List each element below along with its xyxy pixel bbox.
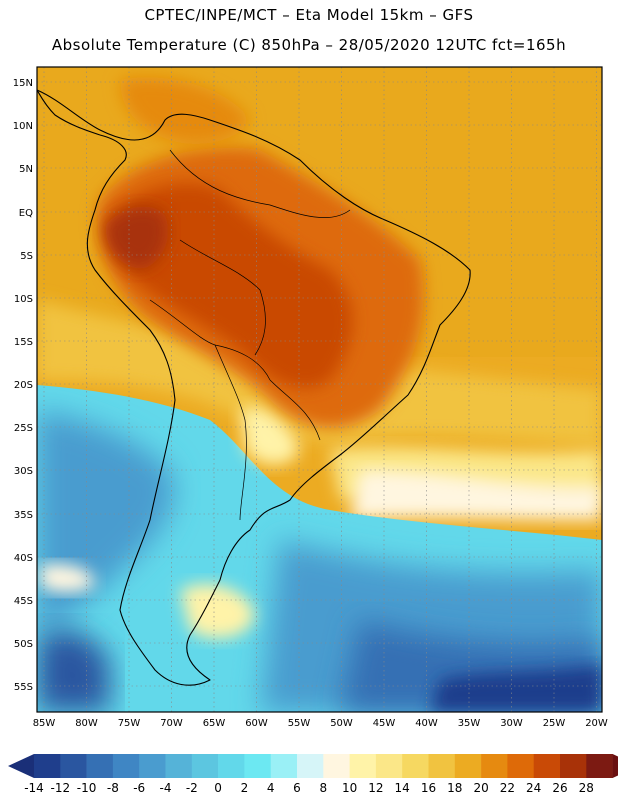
colorbar-label: -12: [50, 781, 70, 795]
lon-label: 30W: [500, 718, 523, 729]
colorbar-label: 0: [214, 781, 222, 795]
colorbar-swatch: [533, 754, 561, 778]
title-line-2: Absolute Temperature (C) 850hPa – 28/05/…: [51, 36, 567, 54]
colorbar-label: 10: [342, 781, 357, 795]
colorbar-extend-high: [612, 754, 618, 778]
coastline: [37, 89, 471, 686]
lon-label: 20W: [585, 718, 608, 729]
lat-label: 10N: [13, 121, 33, 132]
colorbar-swatch: [244, 754, 271, 778]
colorbar-label: 24: [526, 781, 541, 795]
lat-label: 20S: [14, 380, 33, 391]
colorbar-label: 28: [579, 781, 594, 795]
lon-label: 45W: [373, 718, 396, 729]
lat-label: 35S: [14, 510, 33, 521]
colorbar-label: 6: [293, 781, 301, 795]
title-line-1: CPTEC/INPE/MCT – Eta Model 15km – GFS: [144, 6, 474, 24]
lat-label: 15N: [13, 78, 33, 89]
colorbar-swatch: [375, 754, 403, 778]
lon-label: 40W: [415, 718, 438, 729]
lat-label: 10S: [14, 294, 33, 305]
colorbar-label: 8: [319, 781, 327, 795]
colorbar-swatch: [586, 754, 613, 778]
colorbar-swatch: [218, 754, 245, 778]
lon-label: 65W: [203, 718, 226, 729]
colorbar-swatch: [428, 754, 456, 778]
colorbar-swatch: [323, 754, 350, 778]
lon-label: 35W: [458, 718, 481, 729]
lon-label: 85W: [33, 718, 56, 729]
colorbar-swatch: [507, 754, 534, 778]
colorbar-label: 12: [368, 781, 383, 795]
lon-label: 80W: [75, 718, 98, 729]
lon-label: 70W: [160, 718, 183, 729]
colorbar-label: -14: [24, 781, 44, 795]
lat-label: 55S: [14, 682, 33, 693]
colorbar-swatch: [402, 754, 429, 778]
colorbar-label: -8: [107, 781, 119, 795]
lat-label: 40S: [14, 553, 33, 564]
colorbar-label: 2: [241, 781, 249, 795]
colorbar-swatch: [112, 754, 140, 778]
lat-label: 15S: [14, 337, 33, 348]
lon-label: 50W: [330, 718, 353, 729]
lat-axis: 15N 10N 5N EQ 5S 10S 15S 20S 25S 30S 35S…: [13, 78, 33, 693]
colorbar-swatch: [34, 754, 61, 778]
colorbar-swatch: [297, 754, 324, 778]
colorbar-extend-low: [8, 754, 34, 778]
colorbar-swatch: [560, 754, 587, 778]
temperature-field: [37, 67, 602, 712]
colorbar-swatch: [481, 754, 508, 778]
lat-label: EQ: [19, 208, 33, 219]
map-frame: [36, 66, 603, 713]
colorbar-label: -2: [186, 781, 198, 795]
colorbar-swatch: [139, 754, 166, 778]
lat-label: 50S: [14, 639, 33, 650]
colorbar-label: 20: [473, 781, 488, 795]
lat-label: 5N: [19, 164, 33, 175]
colorbar: -14 -12 -10 -8 -6 -4 -2 0 2 4 6 8 10 12 14 16 18 20 22 24 26…: [8, 754, 618, 795]
lat-label: 45S: [14, 596, 33, 607]
lon-axis: 85W 80W 75W 70W 65W 60W 55W 50W 45W 40W …: [33, 718, 608, 729]
colorbar-swatch: [60, 754, 87, 778]
colorbar-label: 22: [500, 781, 515, 795]
lon-label: 25W: [543, 718, 566, 729]
colorbar-swatch: [165, 754, 193, 778]
colorbar-label: -10: [77, 781, 97, 795]
colorbar-label: -6: [133, 781, 145, 795]
colorbar-swatch: [349, 754, 377, 778]
colorbar-label: 4: [267, 781, 275, 795]
lat-label: 5S: [20, 251, 33, 262]
lat-label: 25S: [14, 423, 33, 434]
colorbar-label: 14: [395, 781, 410, 795]
colorbar-label: 18: [447, 781, 462, 795]
colorbar-swatch: [191, 754, 219, 778]
lat-label: 30S: [14, 466, 33, 477]
colorbar-label: -4: [160, 781, 172, 795]
colorbar-swatch: [454, 754, 482, 778]
colorbar-swatch: [270, 754, 298, 778]
lon-label: 75W: [118, 718, 141, 729]
colorbar-label: 26: [552, 781, 567, 795]
lon-label: 60W: [245, 718, 268, 729]
country-borders: [149, 149, 351, 521]
colorbar-label: 16: [421, 781, 436, 795]
colorbar-swatch: [86, 754, 114, 778]
lon-label: 55W: [288, 718, 311, 729]
